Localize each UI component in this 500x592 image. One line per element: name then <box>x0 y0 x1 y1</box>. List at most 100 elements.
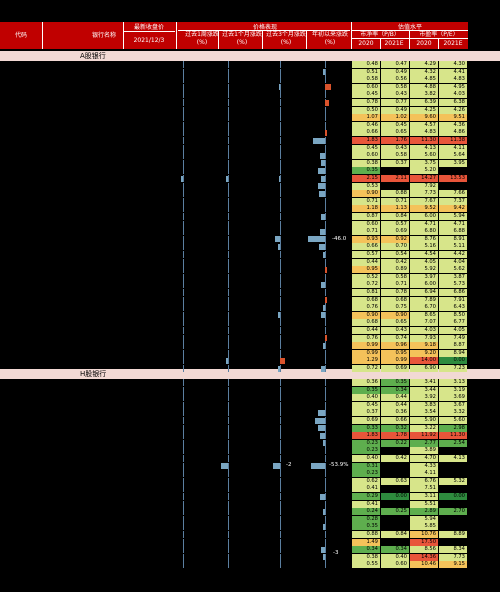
header-close-date: 2021/12/3 <box>133 37 165 44</box>
cell-pb-2020: 0.31 <box>352 462 380 470</box>
cell-pe-2020: 3.41 <box>410 379 438 386</box>
cell-pb-2021e: 0.66 <box>381 417 409 424</box>
cell-pb-2020: 0.60 <box>352 152 380 160</box>
cell-pb-2021e <box>381 447 409 455</box>
change-bar <box>275 236 280 243</box>
cell-pe-2021e <box>439 167 467 175</box>
axis-tick <box>183 401 184 409</box>
axis-tick <box>228 114 229 122</box>
cell-pe-2020: 4.05 <box>410 258 438 266</box>
header-pct-1m: (%) <box>236 39 248 46</box>
cell-pb-2020: 0.68 <box>352 319 380 327</box>
axis-tick <box>183 167 184 175</box>
change-bar <box>322 440 325 447</box>
cell-pb-2021e: 0.49 <box>381 106 409 114</box>
cell-pb-2021e: 0.43 <box>381 144 409 152</box>
change-bar <box>322 554 325 561</box>
change-bar <box>321 365 325 372</box>
axis-tick <box>183 379 184 386</box>
cell-pe-2021e: 4.03 <box>439 91 467 99</box>
axis-tick <box>183 553 184 561</box>
cell-pe-2021e: 9.15 <box>439 561 467 569</box>
header-divider <box>352 30 468 31</box>
cell-pe-2020: 6.90 <box>410 365 438 372</box>
cell-pb-2021e: 0.90 <box>381 311 409 319</box>
cell-pe-2020: 4.71 <box>410 220 438 228</box>
axis-tick <box>228 327 229 334</box>
cell-pe-2021e: 6.88 <box>439 228 467 236</box>
cell-pe-2020: 5.20 <box>410 167 438 175</box>
header-divider <box>178 30 350 31</box>
axis-tick <box>280 424 281 432</box>
cell-pb-2021e <box>381 462 409 470</box>
cell-pe-2020: 4.13 <box>410 144 438 152</box>
cell-pe-2021e: 3.87 <box>439 273 467 281</box>
cell-pe-2021e: 9.51 <box>439 114 467 122</box>
change-bar <box>322 523 325 530</box>
cell-pb-2021e: 0.75 <box>381 304 409 312</box>
axis-tick <box>325 327 326 334</box>
cell-pb-2021e: 0.84 <box>381 213 409 220</box>
axis-tick <box>183 470 184 478</box>
axis-tick <box>280 190 281 198</box>
axis-tick <box>183 477 184 485</box>
cell-pe-2021e: 3.67 <box>439 401 467 409</box>
section-title-a: A股银行 <box>80 52 106 60</box>
change-bar <box>325 297 328 304</box>
cell-pe-2021e: 8.91 <box>439 235 467 243</box>
axis-tick <box>325 289 326 296</box>
axis-tick <box>325 304 326 312</box>
axis-tick <box>280 394 281 402</box>
cell-pb-2021e <box>381 182 409 190</box>
axis-tick <box>325 561 326 569</box>
cell-pe-2021e <box>439 538 467 546</box>
axis-tick <box>325 190 326 198</box>
axis-tick <box>228 281 229 289</box>
axis-tick <box>183 144 184 152</box>
axis-tick <box>325 281 326 289</box>
axis-tick <box>280 76 281 84</box>
axis-tick <box>280 386 281 394</box>
axis-tick <box>325 365 326 372</box>
cell-pe-2020: 7.93 <box>410 334 438 342</box>
axis-tick <box>228 137 229 144</box>
axis-tick <box>280 281 281 289</box>
change-bar <box>317 183 325 190</box>
axis-tick <box>325 531 326 538</box>
cell-pe-2021e: 4.26 <box>439 106 467 114</box>
change-bar <box>322 69 325 76</box>
cell-pe-2021e: 4.13 <box>439 455 467 462</box>
cell-pb-2021e: 0.78 <box>381 289 409 296</box>
cell-pb-2020: 0.87 <box>352 213 380 220</box>
axis-tick <box>183 137 184 144</box>
cell-pb-2021e: 0.71 <box>381 197 409 205</box>
axis-tick <box>280 561 281 569</box>
cell-pe-2021e: 2.98 <box>439 424 467 432</box>
axis-tick <box>183 386 184 394</box>
axis-tick <box>280 175 281 182</box>
axis-tick <box>228 258 229 266</box>
change-bar <box>278 175 280 182</box>
change-bar <box>319 243 325 250</box>
cell-pb-2020: 0.52 <box>352 273 380 281</box>
cell-pb-2021e: 0.34 <box>381 386 409 394</box>
cell-pe-2020: 9.18 <box>410 342 438 350</box>
axis-tick <box>228 485 229 493</box>
change-bar <box>321 175 325 182</box>
cell-pb-2020: 0.95 <box>352 266 380 274</box>
cell-pb-2021e: 0.42 <box>381 258 409 266</box>
axis-tick <box>325 243 326 251</box>
cell-pe-2021e: 3.69 <box>439 394 467 402</box>
header-divider <box>438 38 439 49</box>
axis-tick <box>183 462 184 470</box>
axis-tick <box>183 439 184 447</box>
axis-tick <box>228 417 229 424</box>
header-divider <box>176 22 177 49</box>
cell-pb-2020: 0.35 <box>352 167 380 175</box>
axis-tick <box>280 205 281 213</box>
axis-tick <box>228 182 229 190</box>
cell-pb-2020: 0.71 <box>352 228 380 236</box>
cell-pb-2021e: 0.77 <box>381 99 409 106</box>
axis-tick <box>183 213 184 220</box>
cell-pe-2020: 17.50 <box>410 538 438 546</box>
